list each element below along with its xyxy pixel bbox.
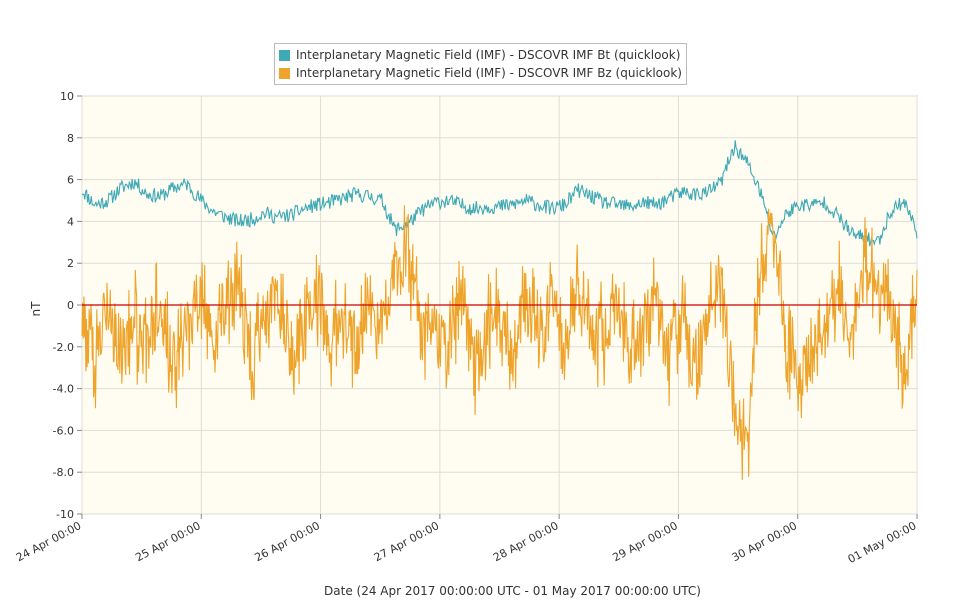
legend-swatch-bz [279,67,290,79]
legend-label-bz: Interplanetary Magnetic Field (IMF) - DS… [296,66,682,80]
y-tick-label: -2.0 [53,341,74,354]
x-axis-label: Date (24 Apr 2017 00:00:00 UTC - 01 May … [324,584,701,598]
y-tick-label: 4 [67,215,74,228]
x-tick-label: 01 May 00:00 [846,519,919,566]
x-tick-label: 26 Apr 00:00 [253,519,322,564]
legend-item-bz[interactable]: Interplanetary Magnetic Field (IMF) - DS… [279,64,682,82]
y-tick-label: 2 [67,257,74,270]
y-tick-label: 6 [67,174,74,187]
y-tick-label: -4.0 [53,383,74,396]
x-tick-label: 27 Apr 00:00 [372,519,441,564]
legend-swatch-bt [279,49,290,61]
y-axis-label: nT [29,301,43,317]
y-tick-label: -10 [56,508,74,521]
grid-lines [81,95,918,515]
series-line-bz [81,205,918,480]
x-tick-label: 29 Apr 00:00 [610,519,679,564]
y-tick-label: 0 [67,299,74,312]
x-tick-label: 24 Apr 00:00 [14,519,83,564]
legend-label-bt: Interplanetary Magnetic Field (IMF) - DS… [296,48,681,62]
x-tick-label: 25 Apr 00:00 [133,519,202,564]
x-tick-label: 30 Apr 00:00 [730,519,799,564]
series-group [81,140,918,480]
y-tick-label: -8.0 [53,466,74,479]
series-line-bt [81,140,918,247]
x-tick-label: 28 Apr 00:00 [491,519,560,564]
legend-item-bt[interactable]: Interplanetary Magnetic Field (IMF) - DS… [279,46,682,64]
y-tick-label: -6.0 [53,424,74,437]
x-axis-ticks: 24 Apr 00:00 25 Apr 00:00 26 Apr 00:00 27 A… [14,514,918,566]
y-tick-label: 10 [60,90,74,103]
y-tick-label: 8 [67,132,74,145]
y-axis-ticks: 10 8 6 4 2 0 -2.0 -4.0 -6.0 -8.0 -10 [53,90,82,521]
chart-legend: Interplanetary Magnetic Field (IMF) - DS… [274,43,687,85]
